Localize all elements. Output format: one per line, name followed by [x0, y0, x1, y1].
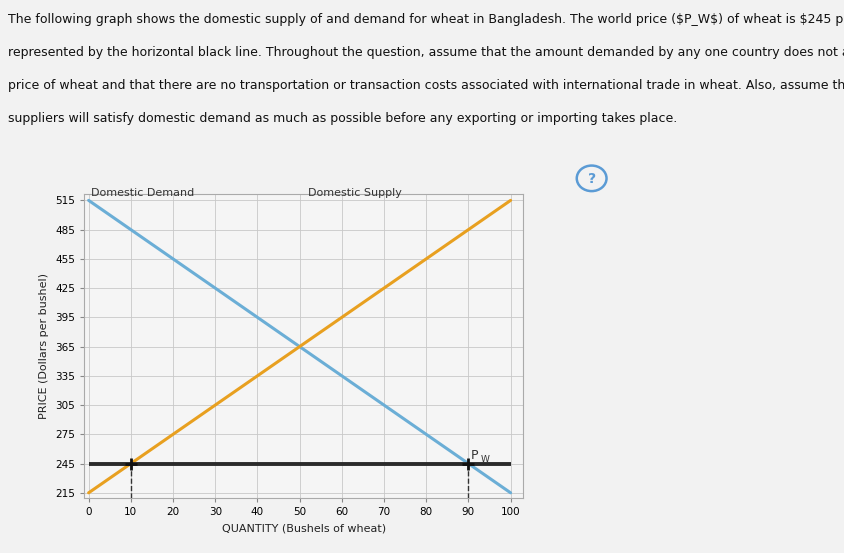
Text: ?: ? [587, 172, 596, 186]
X-axis label: QUANTITY (Bushels of wheat): QUANTITY (Bushels of wheat) [222, 524, 386, 534]
Text: Domestic Supply: Domestic Supply [308, 189, 402, 199]
Text: P: P [471, 448, 478, 462]
Text: W: W [480, 455, 490, 464]
Text: The following graph shows the domestic supply of and demand for wheat in Banglad: The following graph shows the domestic s… [8, 13, 844, 26]
Text: suppliers will satisfy domestic demand as much as possible before any exporting : suppliers will satisfy domestic demand a… [8, 112, 678, 124]
Text: represented by the horizontal black line. Throughout the question, assume that t: represented by the horizontal black line… [8, 46, 844, 59]
Text: Domestic Demand: Domestic Demand [91, 189, 194, 199]
Y-axis label: PRICE (Dollars per bushel): PRICE (Dollars per bushel) [39, 273, 49, 419]
Text: price of wheat and that there are no transportation or transaction costs associa: price of wheat and that there are no tra… [8, 79, 844, 92]
